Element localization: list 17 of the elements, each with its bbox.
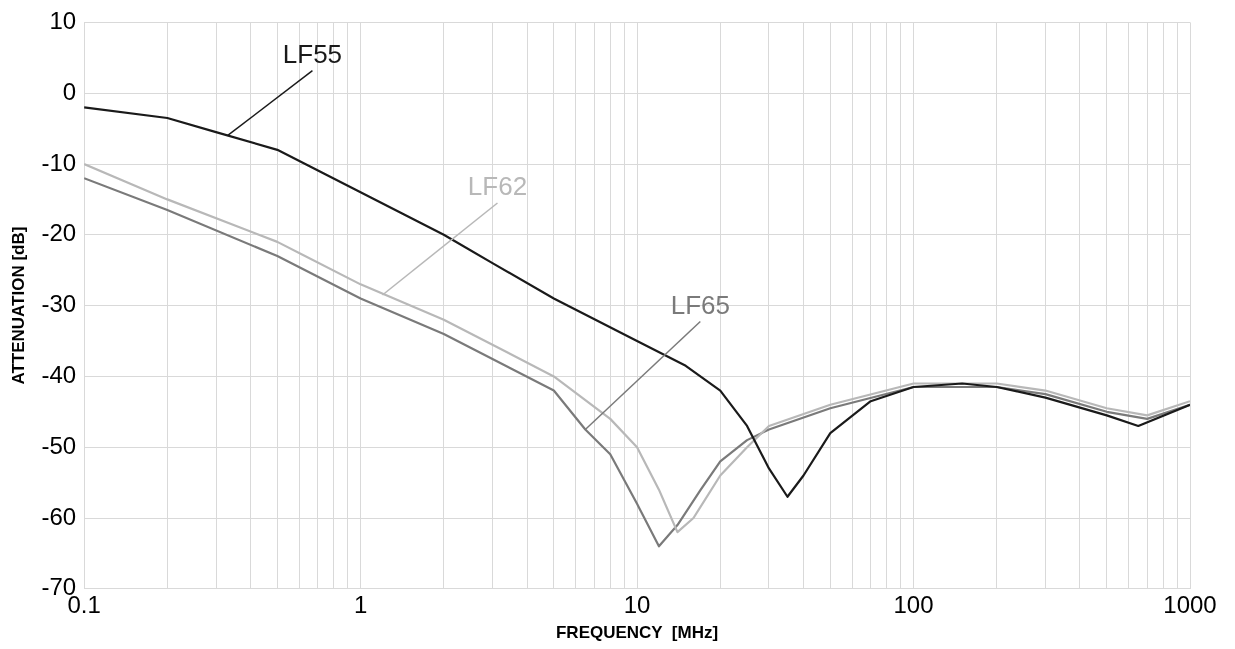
annotation: LF62: [467, 171, 528, 202]
y-tick-label: -30: [41, 290, 77, 318]
x-tick-label: 1: [353, 590, 368, 618]
y-tick-label: -10: [41, 148, 77, 176]
y-tick-label: -20: [41, 219, 77, 247]
annotation: LF55: [282, 38, 343, 69]
y-tick-label: -60: [41, 502, 77, 530]
y-tick-label: -50: [41, 431, 77, 459]
annotation: LF65: [670, 289, 730, 320]
y-tick-label: 0: [62, 77, 77, 105]
x-tick-label: 1000: [1163, 590, 1217, 618]
x-axis-title: FREQUENCY [MHz]: [555, 623, 719, 643]
y-axis-title: ATTENUATION [dB]: [8, 226, 28, 385]
x-tick-label: 10: [623, 590, 651, 618]
y-tick-label: -40: [41, 361, 77, 389]
x-tick-label: 100: [893, 590, 934, 618]
y-tick-label: 10: [49, 7, 77, 35]
